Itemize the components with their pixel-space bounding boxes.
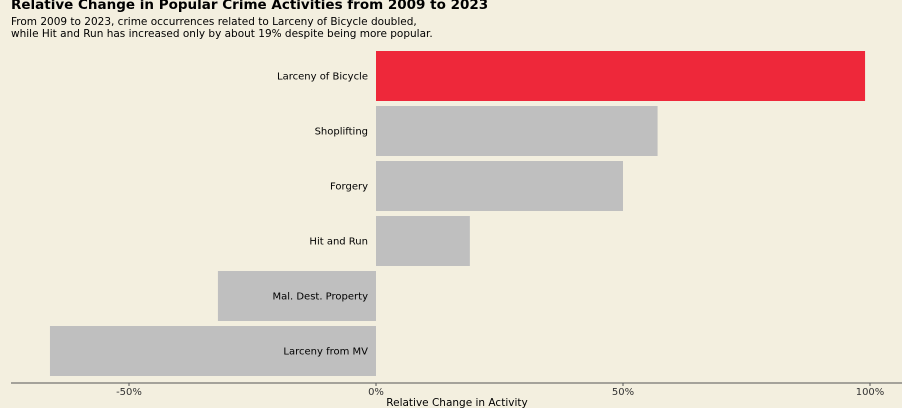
category-label: Mal. Dest. Property — [272, 292, 368, 303]
x-tick-label: 0% — [368, 387, 384, 398]
x-tick-label: -50% — [116, 387, 142, 398]
bar — [376, 51, 866, 101]
subtitle-line-2: while Hit and Run has increased only by … — [11, 28, 433, 40]
chart-title: Relative Change in Popular Crime Activit… — [11, 0, 489, 13]
category-label: Hit and Run — [309, 237, 368, 248]
subtitle-line-1: From 2009 to 2023, crime occurrences rel… — [11, 16, 417, 28]
category-label: Shoplifting — [315, 127, 368, 138]
category-label: Larceny from MV — [283, 347, 368, 358]
x-tick-label: 50% — [612, 387, 634, 398]
bar — [49, 326, 377, 376]
category-label: Larceny of Bicycle — [277, 72, 368, 83]
bar — [376, 216, 470, 266]
bar — [376, 106, 658, 156]
x-tick-label: 100% — [856, 387, 885, 398]
bar — [376, 161, 623, 211]
chart-subtitle: From 2009 to 2023, crime occurrences rel… — [11, 16, 433, 40]
x-axis-label: Relative Change in Activity — [386, 397, 527, 408]
bar — [217, 271, 376, 321]
category-label: Forgery — [330, 182, 368, 193]
